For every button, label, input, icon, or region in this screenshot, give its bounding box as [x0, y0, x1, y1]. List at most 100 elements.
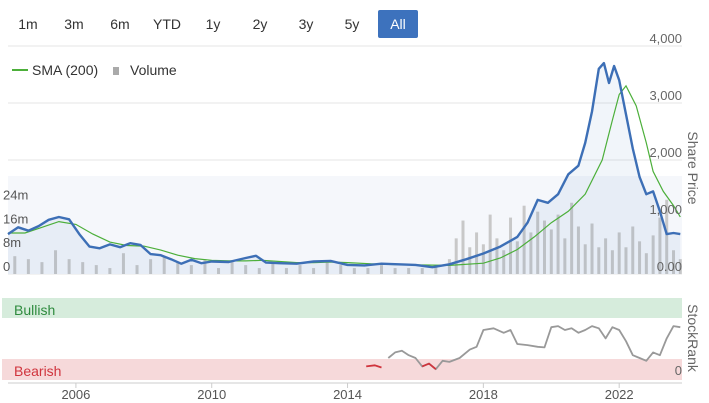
- volume-tick-label: 24m: [3, 188, 28, 203]
- volume-bar: [94, 265, 98, 274]
- volume-bar: [624, 247, 628, 274]
- volume-bar: [149, 259, 153, 274]
- volume-bar: [461, 220, 465, 274]
- share-price-tick-label: 3,000: [649, 88, 682, 103]
- volume-bar: [40, 262, 44, 274]
- volume-bar: [583, 244, 587, 274]
- volume-bar: [522, 205, 526, 274]
- volume-bar: [678, 259, 682, 274]
- volume-bar: [454, 238, 458, 274]
- x-axis-tick-label: 2022: [605, 387, 634, 402]
- volume-bar: [81, 262, 85, 274]
- volume-bar: [244, 265, 248, 274]
- volume-bar: [631, 226, 635, 274]
- volume-bar: [339, 265, 343, 274]
- volume-bar: [434, 265, 438, 274]
- share-price-area: [8, 63, 681, 274]
- volume-bar: [67, 259, 71, 274]
- share-price-tick-label: 0.00: [657, 259, 682, 274]
- share-price-axis: 4,000 3,000 2,000 1,000 0.00: [649, 31, 682, 274]
- volume-bar: [189, 265, 193, 274]
- volume-bar: [257, 268, 261, 274]
- volume-bar: [638, 241, 642, 274]
- volume-bar: [420, 268, 424, 274]
- volume-bar: [366, 268, 370, 274]
- volume-bar: [665, 199, 669, 274]
- volume-plot-background: [8, 176, 682, 274]
- range-button-2y[interactable]: 2y: [252, 16, 268, 32]
- volume-bar: [13, 256, 17, 274]
- range-button-5y[interactable]: 5y: [344, 16, 360, 32]
- sma-legend-label: SMA (200): [32, 62, 98, 78]
- volume-bar: [502, 250, 506, 274]
- volume-bar: [162, 256, 166, 274]
- volume-bar: [658, 217, 662, 274]
- share-price-tick-label: 2,000: [649, 145, 682, 160]
- volume-bar: [542, 220, 546, 274]
- legend: SMA (200) Volume: [12, 62, 177, 78]
- volume-bar: [644, 253, 648, 274]
- x-axis: 2006 2010 2014 2018 2022: [8, 382, 682, 402]
- volume-tick-label: 0: [3, 259, 10, 274]
- range-button-1m[interactable]: 1m: [18, 16, 38, 32]
- volume-bar: [509, 217, 513, 274]
- share-price-tick-label: 4,000: [649, 31, 682, 46]
- range-button-3m[interactable]: 3m: [64, 16, 84, 32]
- bullish-band: [2, 298, 682, 318]
- volume-bar: [271, 262, 275, 274]
- bearish-label: Bearish: [14, 363, 61, 379]
- volume-bar: [617, 232, 621, 274]
- share-price-tick-label: 1,000: [649, 202, 682, 217]
- bearish-band: [2, 359, 682, 380]
- volume-bar: [536, 211, 540, 274]
- bullish-label: Bullish: [14, 302, 55, 318]
- volume-legend-label: Volume: [130, 62, 177, 78]
- stockrank-panel: Bullish Bearish 0 StockRank: [2, 298, 701, 380]
- volume-tick-label: 8m: [3, 235, 21, 250]
- stockrank-bearish-segment: [421, 362, 437, 370]
- range-button-3y[interactable]: 3y: [298, 16, 314, 32]
- x-axis-tick-label: 2014: [333, 387, 362, 402]
- volume-bar: [108, 268, 112, 274]
- volume-bar: [468, 247, 472, 274]
- volume-bar: [475, 232, 479, 274]
- volume-bar: [121, 253, 125, 274]
- range-button-all[interactable]: All: [378, 10, 418, 38]
- volume-bar: [651, 235, 655, 274]
- volume-bar: [610, 250, 614, 274]
- volume-bar: [312, 268, 316, 274]
- volume-bar: [447, 259, 451, 274]
- volume-bar: [407, 268, 411, 274]
- volume-bar: [495, 238, 499, 274]
- range-button-6m[interactable]: 6m: [110, 16, 130, 32]
- x-axis-tick-label: 2010: [197, 387, 226, 402]
- volume-bar: [176, 262, 180, 274]
- volume-bar: [284, 268, 288, 274]
- volume-bar: [597, 247, 601, 274]
- volume-bar: [203, 259, 207, 274]
- range-button-1y[interactable]: 1y: [205, 16, 221, 32]
- x-axis-tick-label: 2018: [469, 387, 498, 402]
- volume-bar: [54, 250, 58, 274]
- volume-bar: [604, 238, 608, 274]
- volume-tick-label: 16m: [3, 211, 28, 226]
- range-button-ytd[interactable]: YTD: [153, 16, 181, 32]
- stockrank-tick-label: 0: [675, 363, 682, 378]
- volume-bar: [672, 250, 676, 274]
- volume-bar: [590, 223, 594, 274]
- volume-bar: [576, 226, 580, 274]
- stockrank-axis-title: StockRank: [685, 304, 701, 373]
- volume-bar: [393, 268, 397, 274]
- volume-bar: [515, 241, 519, 274]
- volume-bar: [230, 262, 234, 274]
- volume-bars: [13, 199, 682, 274]
- volume-bar: [488, 214, 492, 274]
- volume-bar: [325, 262, 329, 274]
- volume-bar: [380, 265, 384, 274]
- volume-bar: [529, 232, 533, 274]
- volume-bar: [298, 265, 302, 274]
- share-price-line: [7, 61, 681, 269]
- volume-bar: [135, 265, 139, 274]
- volume-bar: [26, 259, 30, 274]
